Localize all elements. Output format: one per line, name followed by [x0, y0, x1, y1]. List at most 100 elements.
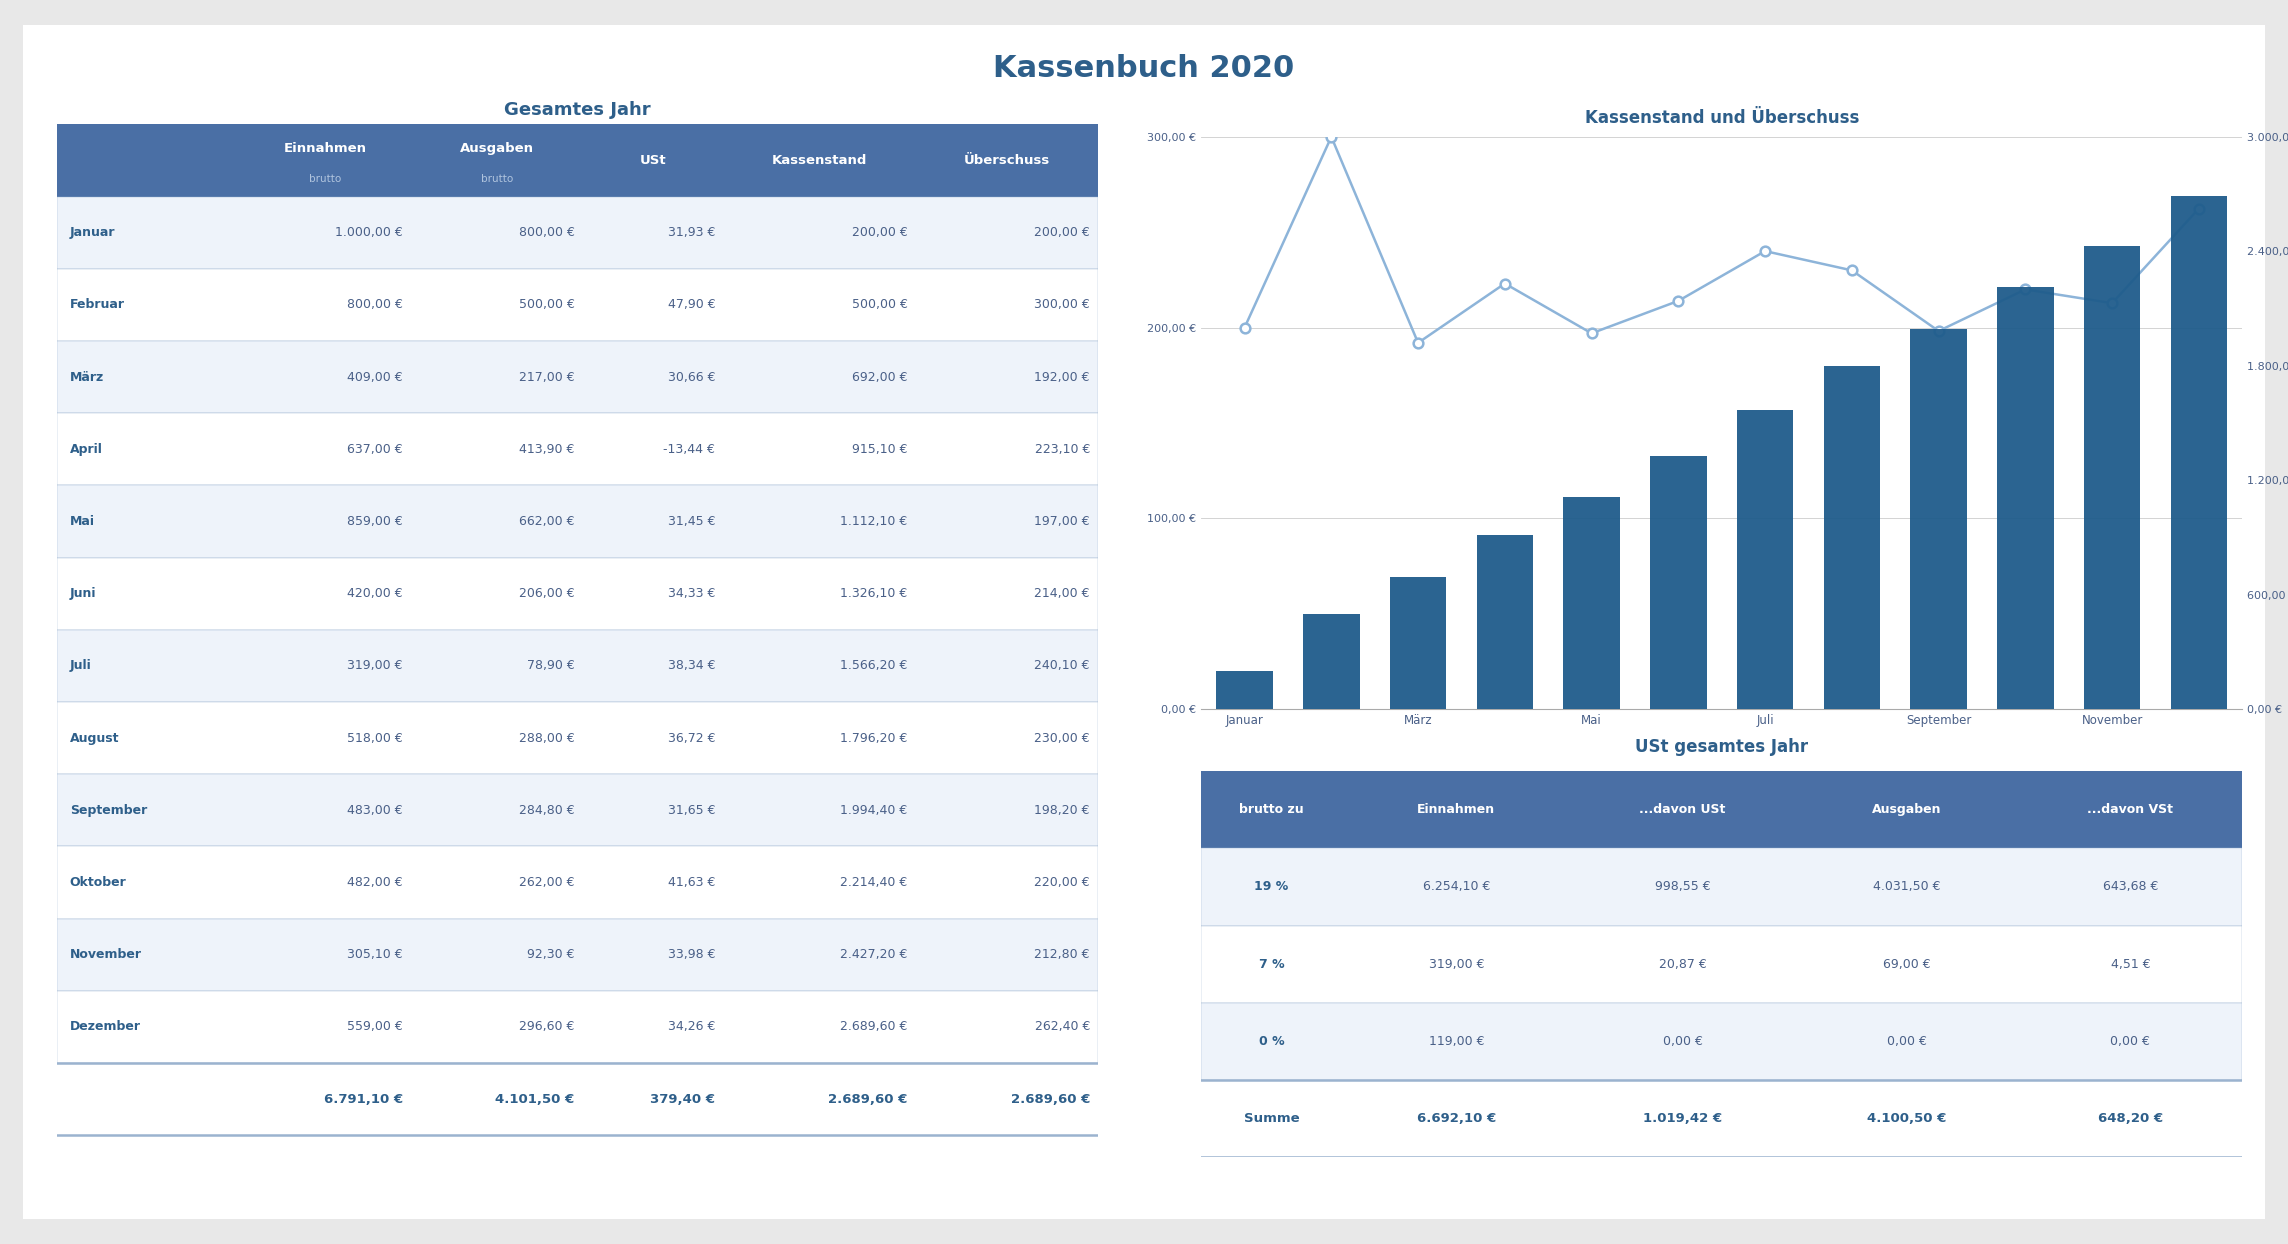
Text: Mai: Mai	[69, 515, 94, 527]
Text: 262,40 €: 262,40 €	[1034, 1020, 1089, 1034]
Text: 1.112,10 €: 1.112,10 €	[840, 515, 908, 527]
Text: 379,40 €: 379,40 €	[650, 1092, 716, 1106]
Text: Kassenstand: Kassenstand	[771, 154, 867, 167]
Text: ...davon USt: ...davon USt	[1640, 804, 1725, 816]
Text: 31,93 €: 31,93 €	[668, 226, 716, 239]
Bar	[1824, 367, 1881, 709]
Text: 214,00 €: 214,00 €	[1034, 587, 1089, 600]
Bar	[1737, 411, 1794, 709]
Text: 6.692,10 €: 6.692,10 €	[1416, 1112, 1496, 1125]
Bar	[2084, 246, 2139, 709]
FancyBboxPatch shape	[1201, 1003, 2242, 1080]
FancyBboxPatch shape	[57, 413, 1098, 485]
Text: brutto zu: brutto zu	[1240, 804, 1304, 816]
Text: 483,00 €: 483,00 €	[348, 804, 403, 817]
Text: 192,00 €: 192,00 €	[1034, 371, 1089, 383]
Text: 34,33 €: 34,33 €	[668, 587, 716, 600]
Text: 0,00 €: 0,00 €	[1663, 1035, 1702, 1047]
Text: November: November	[69, 948, 142, 962]
Text: April: April	[69, 443, 103, 455]
Bar	[1910, 328, 1968, 709]
Text: 288,00 €: 288,00 €	[519, 731, 574, 745]
Text: 41,63 €: 41,63 €	[668, 876, 716, 889]
Title: Kassenstand und Überschuss: Kassenstand und Überschuss	[1586, 109, 1858, 127]
Text: 69,00 €: 69,00 €	[1883, 958, 1931, 970]
Bar	[1476, 535, 1533, 709]
Text: 662,00 €: 662,00 €	[519, 515, 574, 527]
Text: Summe: Summe	[1245, 1112, 1300, 1125]
FancyBboxPatch shape	[57, 629, 1098, 702]
Text: Gesamtes Jahr: Gesamtes Jahr	[503, 101, 652, 119]
Text: Februar: Februar	[69, 299, 124, 311]
Text: 198,20 €: 198,20 €	[1034, 804, 1089, 817]
Text: 6.791,10 €: 6.791,10 €	[323, 1092, 403, 1106]
Text: 230,00 €: 230,00 €	[1034, 731, 1089, 745]
Text: 648,20 €: 648,20 €	[2098, 1112, 2162, 1125]
Text: 206,00 €: 206,00 €	[519, 587, 574, 600]
Text: Juli: Juli	[69, 659, 92, 673]
Text: 92,30 €: 92,30 €	[526, 948, 574, 962]
Text: 800,00 €: 800,00 €	[348, 299, 403, 311]
Text: 0,00 €: 0,00 €	[2110, 1035, 2151, 1047]
Text: 262,00 €: 262,00 €	[519, 876, 574, 889]
Text: 2.689,60 €: 2.689,60 €	[828, 1092, 908, 1106]
Text: März: März	[69, 371, 103, 383]
Bar	[1217, 671, 1272, 709]
FancyBboxPatch shape	[0, 12, 2288, 1232]
Text: 420,00 €: 420,00 €	[348, 587, 403, 600]
FancyBboxPatch shape	[57, 702, 1098, 774]
Legend: Überschuss, Kassenstand: Überschuss, Kassenstand	[1258, 782, 1489, 806]
Text: 212,80 €: 212,80 €	[1034, 948, 1089, 962]
Text: 119,00 €: 119,00 €	[1428, 1035, 1485, 1047]
FancyBboxPatch shape	[57, 557, 1098, 629]
Text: ...davon VSt: ...davon VSt	[2087, 804, 2174, 816]
Bar	[1563, 496, 1620, 709]
Text: 31,45 €: 31,45 €	[668, 515, 716, 527]
FancyBboxPatch shape	[57, 485, 1098, 557]
Text: 500,00 €: 500,00 €	[851, 299, 908, 311]
Text: brutto: brutto	[309, 174, 341, 184]
Text: 1.994,40 €: 1.994,40 €	[840, 804, 908, 817]
FancyBboxPatch shape	[57, 197, 1098, 269]
Text: 220,00 €: 220,00 €	[1034, 876, 1089, 889]
FancyBboxPatch shape	[57, 774, 1098, 846]
Text: 637,00 €: 637,00 €	[348, 443, 403, 455]
Text: brutto: brutto	[480, 174, 513, 184]
Text: 4.031,50 €: 4.031,50 €	[1874, 881, 1940, 893]
Bar	[1650, 457, 1707, 709]
FancyBboxPatch shape	[57, 341, 1098, 413]
Text: 0,00 €: 0,00 €	[1888, 1035, 1926, 1047]
Text: 78,90 €: 78,90 €	[526, 659, 574, 673]
Text: 200,00 €: 200,00 €	[1034, 226, 1089, 239]
Text: 33,98 €: 33,98 €	[668, 948, 716, 962]
Text: 482,00 €: 482,00 €	[348, 876, 403, 889]
FancyBboxPatch shape	[57, 846, 1098, 918]
Bar	[1304, 613, 1359, 709]
Text: -13,44 €: -13,44 €	[664, 443, 716, 455]
Text: 692,00 €: 692,00 €	[851, 371, 908, 383]
Text: 559,00 €: 559,00 €	[348, 1020, 403, 1034]
Text: August: August	[69, 731, 119, 745]
Text: 2.689,60 €: 2.689,60 €	[840, 1020, 908, 1034]
Text: 998,55 €: 998,55 €	[1654, 881, 1711, 893]
Text: Einnahmen: Einnahmen	[1416, 804, 1496, 816]
FancyBboxPatch shape	[1201, 926, 2242, 1003]
Text: 30,66 €: 30,66 €	[668, 371, 716, 383]
Text: 1.566,20 €: 1.566,20 €	[840, 659, 908, 673]
Text: Überschuss: Überschuss	[963, 154, 1050, 167]
Text: 500,00 €: 500,00 €	[519, 299, 574, 311]
Text: 413,90 €: 413,90 €	[519, 443, 574, 455]
Text: 1.000,00 €: 1.000,00 €	[334, 226, 403, 239]
Text: September: September	[69, 804, 146, 817]
Text: Einnahmen: Einnahmen	[284, 142, 366, 154]
Text: 19 %: 19 %	[1254, 881, 1288, 893]
Text: 2.689,60 €: 2.689,60 €	[1011, 1092, 1089, 1106]
Text: 197,00 €: 197,00 €	[1034, 515, 1089, 527]
Text: 2.214,40 €: 2.214,40 €	[840, 876, 908, 889]
FancyBboxPatch shape	[1201, 848, 2242, 926]
Text: 409,00 €: 409,00 €	[348, 371, 403, 383]
Text: 284,80 €: 284,80 €	[519, 804, 574, 817]
Text: 31,65 €: 31,65 €	[668, 804, 716, 817]
Text: 217,00 €: 217,00 €	[519, 371, 574, 383]
Text: Januar: Januar	[69, 226, 114, 239]
